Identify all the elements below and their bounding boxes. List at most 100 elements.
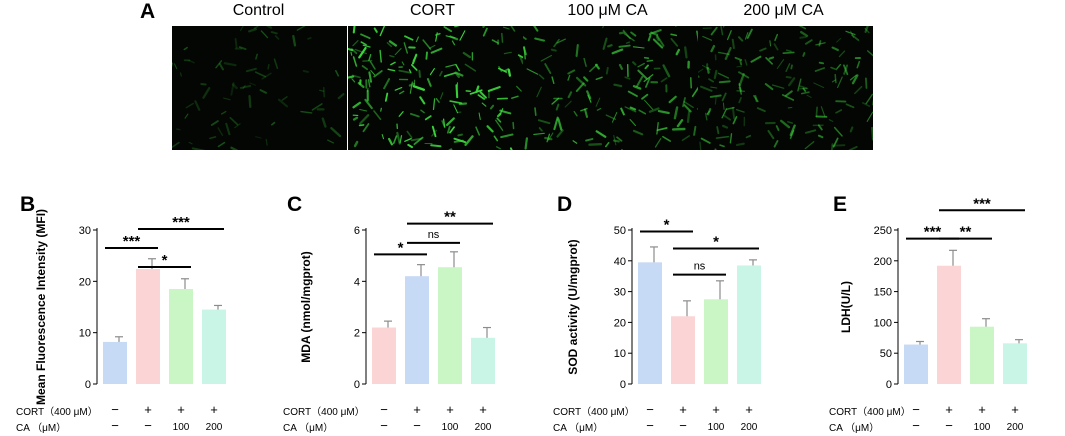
significance-label: * — [162, 252, 168, 269]
cell — [495, 146, 502, 150]
cell — [851, 34, 860, 42]
cell — [629, 106, 637, 111]
cell — [367, 79, 371, 88]
cell — [451, 40, 456, 46]
cell — [607, 44, 613, 48]
cell — [415, 36, 420, 43]
cell — [731, 106, 736, 120]
cell — [750, 55, 762, 63]
cell — [744, 32, 749, 40]
cell — [804, 141, 815, 150]
cell — [618, 44, 631, 48]
cell — [173, 63, 178, 70]
cell — [765, 57, 773, 65]
ca-row-label: CA （μM） — [16, 422, 66, 434]
cell — [670, 33, 678, 37]
cell — [442, 118, 446, 128]
cell — [239, 84, 252, 89]
cell — [435, 97, 440, 103]
cell — [254, 71, 267, 78]
cell — [408, 69, 412, 74]
cell — [302, 69, 309, 73]
cell — [401, 61, 405, 66]
y-axis-title: MDA (nmol/mgprot) — [299, 251, 313, 363]
cell — [656, 127, 668, 132]
cell — [698, 68, 704, 74]
cell — [618, 31, 625, 35]
cell — [510, 26, 516, 32]
cell — [838, 50, 846, 58]
cell — [817, 134, 824, 139]
cell — [738, 83, 742, 95]
cell — [832, 137, 839, 148]
cell — [200, 83, 207, 86]
cell — [218, 63, 224, 71]
panel-letter: E — [833, 193, 847, 216]
cell — [512, 121, 515, 130]
cell — [656, 34, 665, 47]
cell — [188, 59, 195, 64]
ca-value: − — [679, 418, 687, 433]
cell — [265, 26, 273, 29]
bar — [372, 327, 396, 384]
cell — [500, 133, 514, 139]
cell — [307, 37, 312, 40]
cell — [185, 102, 194, 109]
cell — [188, 141, 193, 145]
significance-label: *** — [123, 233, 141, 250]
chart-panel-d: D 0 10 20 30 40 50 SOD activity (U/mgprot) * ns * C… — [553, 193, 761, 434]
cell — [660, 77, 668, 83]
significance-label: * — [713, 233, 719, 250]
cell — [398, 69, 411, 74]
cort-value: + — [745, 402, 753, 417]
cell — [458, 102, 468, 106]
cell — [475, 85, 480, 93]
cell — [714, 96, 717, 105]
cell — [802, 52, 806, 57]
cell — [815, 42, 826, 46]
cell — [499, 108, 504, 116]
cell — [384, 92, 389, 102]
cell — [486, 125, 494, 133]
cell — [612, 139, 620, 143]
cell — [225, 122, 231, 136]
y-tick-label: 4 — [354, 276, 360, 288]
cell — [817, 124, 823, 131]
cell — [172, 141, 180, 149]
cell — [864, 27, 870, 34]
cell — [800, 30, 809, 37]
cell — [475, 126, 481, 136]
cell — [662, 64, 671, 78]
cell — [245, 67, 257, 73]
y-tick-label: 10 — [79, 328, 91, 340]
cort-value: + — [1011, 402, 1019, 417]
cell — [255, 136, 262, 139]
cell — [799, 36, 807, 39]
significance-label: ns — [694, 261, 706, 273]
cell — [754, 94, 758, 103]
cell — [724, 47, 732, 61]
cell — [849, 74, 857, 81]
cell — [352, 56, 358, 67]
panel-letter: B — [20, 193, 35, 216]
cell — [360, 41, 367, 46]
cell — [845, 30, 856, 36]
cell — [654, 137, 662, 148]
cell — [335, 69, 340, 77]
cell — [575, 76, 587, 87]
cell — [700, 85, 713, 92]
cell — [503, 51, 512, 55]
cell — [735, 142, 745, 147]
bar — [737, 265, 761, 384]
cell — [717, 51, 730, 55]
cell — [435, 32, 438, 42]
significance-label: *** — [973, 195, 991, 212]
cell — [380, 107, 382, 112]
cell — [830, 143, 834, 150]
cort-value: + — [945, 402, 953, 417]
y-tick-label: 40 — [614, 256, 626, 268]
cell — [655, 36, 660, 42]
cort-value: − — [111, 402, 119, 417]
cell — [700, 137, 711, 144]
cell — [454, 26, 460, 28]
